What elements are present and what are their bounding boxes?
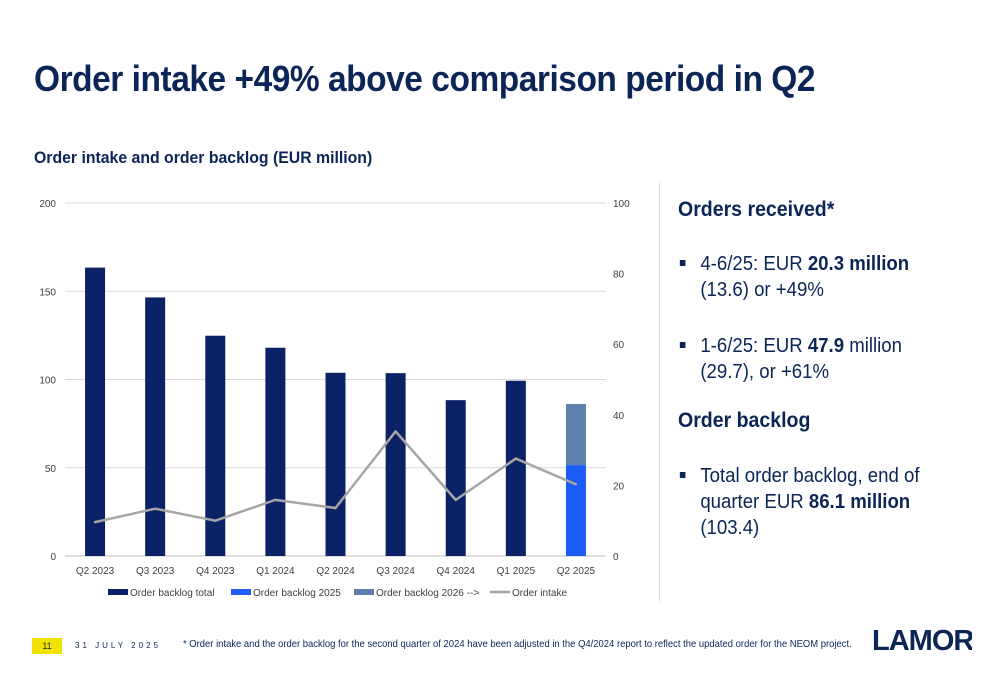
left-axis-tick-label: 150 xyxy=(39,287,56,298)
backlog-prefix: Total order backlog, end of quarter EUR xyxy=(700,465,920,513)
backlog-total-bullet: Total order backlog, end of quarter EUR … xyxy=(678,463,947,541)
x-axis-tick-label: Q4 2023 xyxy=(196,566,235,577)
right-axis-tick-label: 40 xyxy=(613,411,625,422)
bar-order-backlog-total xyxy=(385,373,406,556)
order-intake-point xyxy=(454,498,457,502)
left-axis-tick-label: 0 xyxy=(50,552,56,563)
legend-swatch xyxy=(354,589,374,595)
order-intake-point xyxy=(153,507,157,510)
x-axis-tick-label: Q2 2025 xyxy=(557,566,596,577)
x-axis-tick-label: Q1 2025 xyxy=(497,566,536,577)
logo-text: LAMOR xyxy=(872,625,972,654)
bar-order-backlog-total xyxy=(265,347,286,556)
legend-label: Order backlog total xyxy=(130,588,215,599)
bar-order-backlog-total xyxy=(325,372,346,556)
summary-panel: Orders received* 4-6/25: EUR 20.3 millio… xyxy=(678,198,978,541)
page-title: Order intake +49% above comparison perio… xyxy=(34,58,815,99)
page-number-badge: 11 xyxy=(32,638,62,654)
legend-label: Order backlog 2026 --> xyxy=(376,588,479,599)
order-intake-point xyxy=(93,520,97,524)
x-axis-tick-label: Q2 2023 xyxy=(76,566,115,577)
orders-h1-prefix: 1-6/25: EUR xyxy=(700,335,808,357)
panel-divider xyxy=(659,183,660,601)
legend-swatch xyxy=(231,589,251,595)
chart-bars xyxy=(85,267,586,556)
bar-order-backlog-total xyxy=(445,400,466,556)
left-axis-tick-label: 50 xyxy=(45,464,57,475)
order-intake-point xyxy=(394,430,397,433)
legend-label: Order intake xyxy=(512,588,567,599)
chart-line xyxy=(93,430,578,524)
legend-swatch xyxy=(108,589,128,595)
orders-h1-bullet: 1-6/25: EUR 47.9 million (29.7), or +61% xyxy=(678,333,947,385)
left-axis-tick-label: 200 xyxy=(39,199,56,210)
orders-q2-value: 20.3 million xyxy=(807,253,910,275)
backlog-value: 86.1 million xyxy=(808,491,911,513)
right-axis-tick-label: 0 xyxy=(613,552,619,563)
backlog-list: Total order backlog, end of quarter EUR … xyxy=(678,463,978,541)
slide-date: 31 JULY 2025 xyxy=(75,641,161,650)
order-chart: 0 50 100 150 200 0 20 40 60 80 100 Q2 2023 Q3 2023 Q4… xyxy=(39,199,630,599)
orders-q2-prefix: 4-6/25: EUR xyxy=(700,253,808,275)
bar-order-backlog-total xyxy=(205,335,226,556)
x-axis-tick-label: Q3 2023 xyxy=(136,566,175,577)
backlog-suffix: (103.4) xyxy=(700,517,760,539)
x-axis-tick-label: Q2 2024 xyxy=(316,566,355,577)
order-intake-point xyxy=(214,519,217,522)
order-intake-point xyxy=(574,483,578,486)
order-intake-point xyxy=(514,457,518,460)
right-axis-tick-label: 20 xyxy=(613,481,625,492)
bar-order-backlog-2026 xyxy=(565,404,586,466)
right-axis-tick-label: 80 xyxy=(613,270,625,281)
footnote: * Order intake and the order backlog for… xyxy=(183,638,852,650)
bar-order-backlog-total xyxy=(505,380,526,556)
left-axis-tick-label: 100 xyxy=(39,376,56,387)
orders-h1-value: 47.9 xyxy=(807,335,845,357)
order-intake-point xyxy=(334,506,337,510)
legend-label: Order backlog 2025 xyxy=(253,588,341,599)
chart-title: Order intake and order backlog (EUR mill… xyxy=(34,148,373,167)
bar-order-backlog-2025 xyxy=(565,465,586,556)
x-axis-tick-label: Q1 2024 xyxy=(256,566,295,577)
order-backlog-heading: Order backlog xyxy=(678,409,811,432)
orders-q2-suffix: (13.6) or +49% xyxy=(700,279,824,301)
right-axis-tick-label: 60 xyxy=(613,340,625,351)
orders-h1-suffix: million (29.7), or +61% xyxy=(700,335,902,383)
x-axis-tick-label: Q4 2024 xyxy=(437,566,476,577)
chart-tick-labels: 0 50 100 150 200 0 20 40 60 80 100 Q2 2023 Q3 2023 Q4… xyxy=(39,199,630,577)
right-axis-tick-label: 100 xyxy=(613,199,630,210)
chart-legend: Order backlog total Order backlog 2025 Ord… xyxy=(108,588,567,599)
x-axis-tick-label: Q3 2024 xyxy=(376,566,415,577)
orders-received-heading: Orders received* xyxy=(678,198,835,221)
bar-order-backlog-total xyxy=(145,297,166,556)
orders-q2-bullet: 4-6/25: EUR 20.3 million (13.6) or +49% xyxy=(678,251,947,303)
order-intake-point xyxy=(274,498,277,502)
lamor-logo: LAMOR xyxy=(872,625,972,654)
bar-order-backlog-total xyxy=(85,267,106,556)
orders-list: 4-6/25: EUR 20.3 million (13.6) or +49% … xyxy=(678,251,978,385)
